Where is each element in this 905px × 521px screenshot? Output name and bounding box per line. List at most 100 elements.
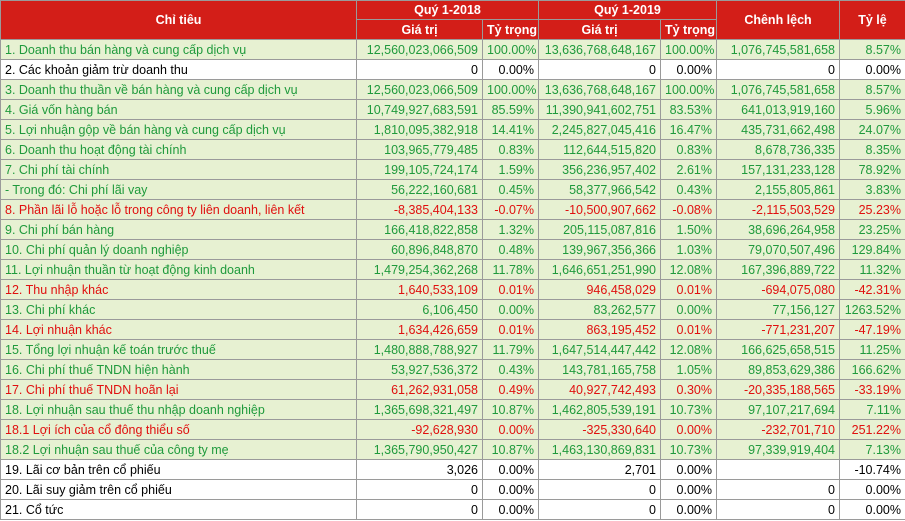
row-label: 7. Chi phí tài chính [0,159,357,180]
ratio: 11.25% [839,339,905,360]
share-2018: 0.00% [482,59,539,80]
row-label: 19. Lãi cơ bản trên cổ phiếu [0,459,357,480]
table-row: 17. Chi phí thuế TNDN hoãn lại 61,262,931… [0,379,905,400]
table-row: 13. Chi phí khác 6,106,450 0.00% 83,262,577… [0,299,905,320]
share-2019: 100.00% [660,39,717,60]
value-2019: 40,927,742,493 [538,379,661,400]
share-2018: 10.87% [482,439,539,460]
table-row: 20. Lãi suy giảm trên cổ phiếu 0 0.00% 0 0.0… [0,479,905,500]
table-row: 18.1 Lợi ích của cổ đông thiểu số -92,628… [0,419,905,440]
row-label: 13. Chi phí khác [0,299,357,320]
header-gia-tri-2019: Giá trị [538,19,661,40]
ratio: -10.74% [839,459,905,480]
ratio: 7.13% [839,439,905,460]
difference: -232,701,710 [716,419,840,440]
table-row: 9. Chi phí bán hàng 166,418,822,858 1.32% 2… [0,219,905,240]
ratio: -33.19% [839,379,905,400]
share-2018: 0.45% [482,179,539,200]
table-row: 18. Lợi nhuận sau thuế thu nhập doanh ng… [0,399,905,420]
ratio: 0.00% [839,479,905,500]
share-2019: 0.00% [660,419,717,440]
ratio: 7.11% [839,399,905,420]
row-label: 17. Chi phí thuế TNDN hoãn lại [0,379,357,400]
difference [716,459,840,480]
share-2018: 11.78% [482,259,539,280]
header-ty-trong-2018: Tỷ trọng [482,19,539,40]
share-2018: 0.48% [482,239,539,260]
difference: 0 [716,479,840,500]
table-row: 15. Tổng lợi nhuận kế toán trước thuế 1,4… [0,339,905,360]
value-2019: 58,377,966,542 [538,179,661,200]
share-2019: 12.08% [660,339,717,360]
difference: 157,131,233,128 [716,159,840,180]
value-2019: 1,462,805,539,191 [538,399,661,420]
share-2018: 100.00% [482,39,539,60]
share-2018: 0.00% [482,479,539,500]
value-2018: 1,365,698,321,497 [356,399,483,420]
value-2018: 1,640,533,109 [356,279,483,300]
difference: 89,853,629,386 [716,359,840,380]
share-2019: 10.73% [660,439,717,460]
ratio: 24.07% [839,119,905,140]
share-2019: 10.73% [660,399,717,420]
value-2019: -325,330,640 [538,419,661,440]
share-2019: 16.47% [660,119,717,140]
difference: -20,335,188,565 [716,379,840,400]
table-row: 21. Cổ tức 0 0.00% 0 0.00% 0 0.00% [0,499,905,520]
difference: 79,070,507,496 [716,239,840,260]
table-row: 6. Doanh thu hoạt động tài chính 103,965,… [0,139,905,160]
share-2019: 100.00% [660,79,717,100]
table-row: 2. Các khoản giảm trừ doanh thu 0 0.00% 0 0.… [0,59,905,80]
share-2018: 0.01% [482,319,539,340]
difference: 8,678,736,335 [716,139,840,160]
share-2019: 1.50% [660,219,717,240]
value-2019: 356,236,957,402 [538,159,661,180]
value-2019: 112,644,515,820 [538,139,661,160]
ratio: 0.00% [839,59,905,80]
value-2018: 12,560,023,066,509 [356,79,483,100]
table-row: 16. Chi phí thuế TNDN hiện hành 53,927,53… [0,359,905,380]
difference: 1,076,745,581,658 [716,79,840,100]
ratio: 8.57% [839,39,905,60]
table-row: 19. Lãi cơ bản trên cổ phiếu 3,026 0.00% 2,… [0,459,905,480]
row-label: 3. Doanh thu thuần về bán hàng và cung c… [0,79,357,100]
share-2018: 0.49% [482,379,539,400]
difference: -771,231,207 [716,319,840,340]
value-2019: 1,646,651,251,990 [538,259,661,280]
row-label: 18.2 Lợi nhuận sau thuế của công ty mẹ [0,439,357,460]
difference: -2,115,503,529 [716,199,840,220]
table-row: 4. Giá vốn hàng bán 10,749,927,683,591 85.… [0,99,905,120]
ratio: -42.31% [839,279,905,300]
value-2019: 0 [538,499,661,520]
row-label: - Trong đó: Chi phí lãi vay [0,179,357,200]
value-2019: 946,458,029 [538,279,661,300]
share-2018: 11.79% [482,339,539,360]
share-2018: 0.00% [482,459,539,480]
difference: 2,155,805,861 [716,179,840,200]
table-row: 7. Chi phí tài chính 199,105,724,174 1.59%… [0,159,905,180]
difference: 641,013,919,160 [716,99,840,120]
row-label: 20. Lãi suy giảm trên cổ phiếu [0,479,357,500]
share-2018: 85.59% [482,99,539,120]
row-label: 1. Doanh thu bán hàng và cung cấp dịch v… [0,39,357,60]
share-2019: 1.03% [660,239,717,260]
value-2018: 103,965,779,485 [356,139,483,160]
table-row: - Trong đó: Chi phí lãi vay 56,222,160,68… [0,179,905,200]
value-2018: 6,106,450 [356,299,483,320]
share-2018: 1.32% [482,219,539,240]
ratio: 166.62% [839,359,905,380]
table-row: 5. Lợi nhuận gộp về bán hàng và cung cấp… [0,119,905,140]
value-2018: 0 [356,59,483,80]
share-2019: 0.00% [660,459,717,480]
table-row: 1. Doanh thu bán hàng và cung cấp dịch v… [0,39,905,60]
value-2018: 60,896,848,870 [356,239,483,260]
share-2019: 0.00% [660,59,717,80]
difference: 435,731,662,498 [716,119,840,140]
value-2018: -92,628,930 [356,419,483,440]
row-label: 10. Chi phí quản lý doanh nghiệp [0,239,357,260]
value-2018: 1,810,095,382,918 [356,119,483,140]
value-2019: 143,781,165,758 [538,359,661,380]
share-2019: 0.43% [660,179,717,200]
share-2019: 0.01% [660,279,717,300]
value-2019: 11,390,941,602,751 [538,99,661,120]
